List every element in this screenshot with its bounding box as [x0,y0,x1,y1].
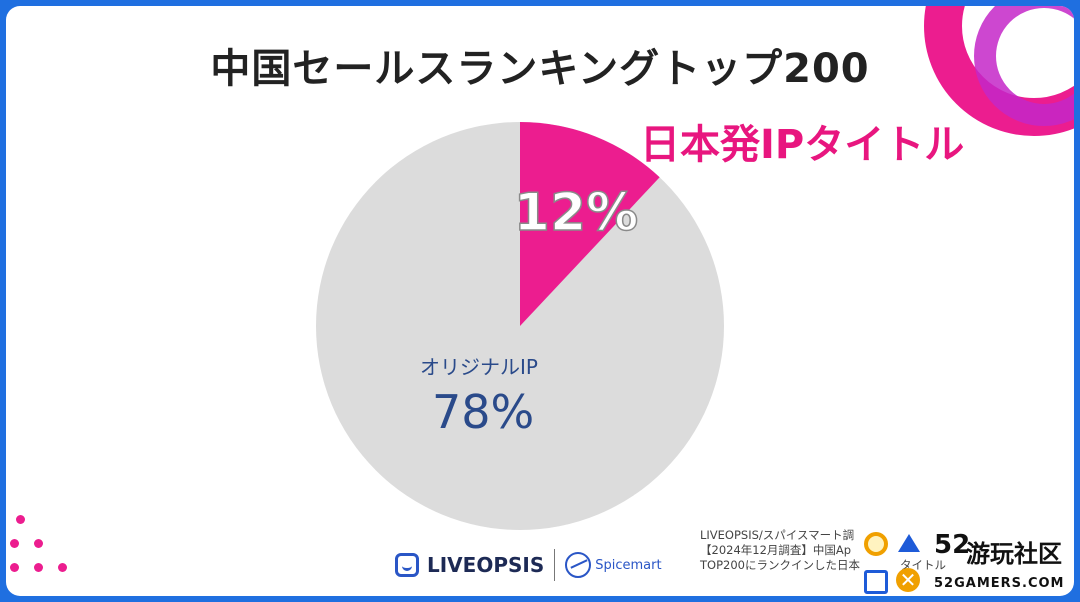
pie-value-label-original-ip: 78% [432,385,534,439]
triangle-button-icon [898,534,920,552]
watermark: ✕ 52 游玩社区 52GAMERS.COM [862,528,1080,602]
pie-category-label-original-ip: オリジナルIP [420,355,538,379]
source-line: 【2024年12月調査】中国Ap [700,543,852,557]
japan-ip-label: 日本発IPタイトル [640,122,965,168]
source-line: TOP200にランクインした日本 タイトル [700,558,946,572]
logo-bar: LIVEOPSIS Spicemart [395,548,662,582]
watermark-url: 52GAMERS.COM [934,576,1065,591]
circle-button-icon [864,532,888,556]
pie-value-label-japan-ip: 12% [514,183,638,243]
liveopsis-logo: LIVEOPSIS [427,553,545,577]
square-button-icon [864,570,888,594]
pie-slice-japan-ip [520,122,660,326]
liveopsis-logo-icon [395,553,419,577]
spicemart-logo: Spicemart [595,557,662,573]
logo-divider [554,549,556,581]
cross-button-icon: ✕ [896,568,920,592]
watermark-name: 游玩社区 [966,540,1062,568]
source-line: LIVEOPSIS/スパイスマート調 [700,528,855,542]
source-note: LIVEOPSIS/スパイスマート調 【2024年12月調査】中国Ap TOP2… [700,528,946,573]
chart-title: 中国セールスランキングトップ200 [210,46,870,92]
spicemart-globe-icon [565,552,592,578]
watermark-number: 52 [934,530,971,560]
